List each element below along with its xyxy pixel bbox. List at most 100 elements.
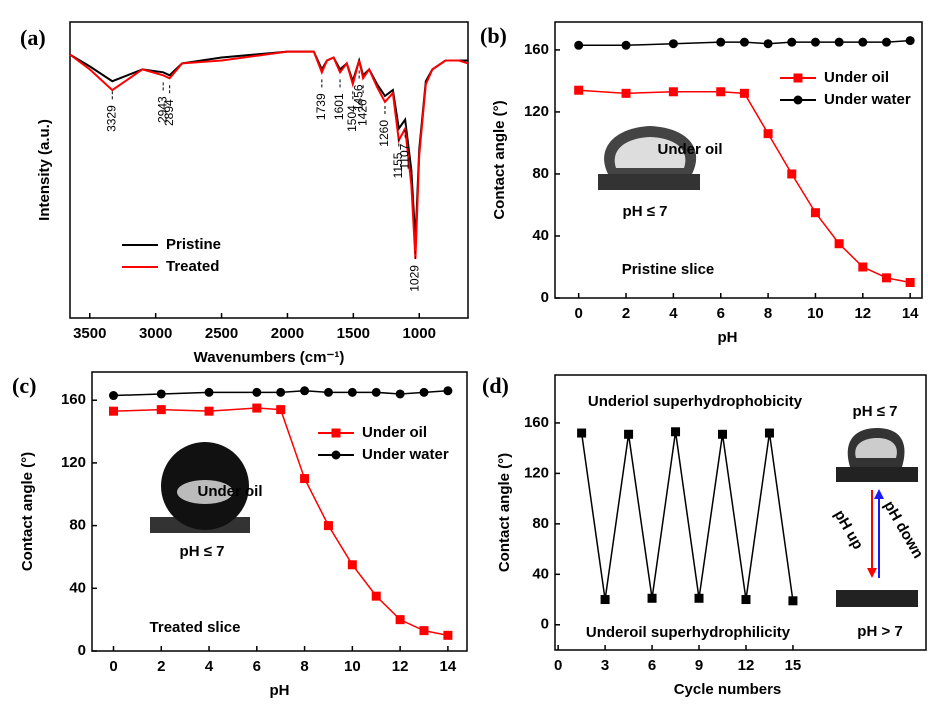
marker	[574, 40, 584, 50]
series-line	[580, 431, 794, 601]
marker	[694, 593, 704, 603]
x-tick-label: 2000	[271, 325, 304, 342]
y-tick-label: 0	[78, 642, 86, 659]
y-tick-label: 0	[541, 289, 549, 306]
marker	[624, 429, 634, 439]
x-tick-label: 8	[300, 658, 308, 675]
x-tick-label: 3	[601, 657, 609, 674]
annotation: Underoil superhydrophilicity	[586, 624, 791, 641]
droplet-image	[150, 442, 250, 533]
marker	[763, 129, 773, 139]
marker	[881, 37, 891, 47]
y-tick-label: 120	[524, 464, 549, 481]
marker	[834, 239, 844, 249]
annotation: pH up	[830, 507, 866, 552]
peak-label: 3329	[104, 105, 118, 132]
y-axis-label: Intensity (a.u.)	[36, 119, 53, 221]
marker	[763, 39, 773, 49]
marker	[647, 593, 657, 603]
peak-label: 2943	[155, 96, 169, 123]
x-tick-label: 8	[764, 305, 772, 322]
peak-label: 2894	[162, 99, 176, 126]
panel-label: (c)	[12, 373, 36, 398]
x-tick-label: 1000	[403, 325, 436, 342]
y-tick-label: 40	[532, 227, 549, 244]
panel-label: (a)	[20, 25, 46, 50]
panel-label: (d)	[482, 373, 509, 398]
marker	[323, 387, 333, 397]
marker	[577, 428, 587, 438]
peak-label: 1739	[314, 93, 328, 120]
x-tick-label: 3500	[73, 325, 106, 342]
x-tick-label: 6	[717, 305, 725, 322]
series-line	[69, 50, 469, 259]
plot-frame	[554, 21, 923, 299]
peak-label: 1260	[377, 120, 391, 147]
peak-label: 1601	[332, 93, 346, 120]
peak-label: 1426	[355, 99, 369, 126]
marker	[905, 36, 915, 46]
plot-frame	[69, 21, 469, 319]
marker	[300, 474, 310, 484]
legend-marker	[793, 95, 803, 105]
marker	[600, 595, 610, 605]
marker	[764, 428, 774, 438]
peak-label: 1504	[345, 105, 359, 132]
x-tick-label: 4	[669, 305, 678, 322]
marker	[741, 595, 751, 605]
marker	[739, 88, 749, 98]
marker	[858, 262, 868, 272]
legend-label: Under water	[824, 91, 911, 108]
marker	[371, 387, 381, 397]
x-tick-label: 10	[807, 305, 824, 322]
marker	[671, 427, 681, 437]
annotation: Underiol superhydrophobicity	[588, 393, 803, 410]
marker	[810, 37, 820, 47]
marker	[787, 169, 797, 179]
y-tick-label: 0	[541, 616, 549, 633]
peak-label: 1107	[397, 143, 411, 169]
droplet-image	[836, 428, 918, 607]
marker	[787, 37, 797, 47]
x-tick-label: 0	[109, 658, 117, 675]
marker	[204, 406, 214, 416]
x-tick-label: 12	[392, 658, 409, 675]
annotation: Under oil	[657, 141, 722, 158]
legend-label: Treated	[166, 258, 219, 275]
marker	[881, 273, 891, 283]
annotation: pH ≤ 7	[853, 403, 898, 420]
annotation: Under oil	[197, 483, 262, 500]
x-tick-label: 15	[785, 657, 802, 674]
marker	[371, 591, 381, 601]
y-axis-label: Contact angle (°)	[19, 452, 36, 571]
y-tick-label: 80	[69, 517, 86, 534]
marker	[621, 40, 631, 50]
marker	[347, 560, 357, 570]
x-tick-label: 4	[205, 658, 214, 675]
y-axis-label: Contact angle (°)	[496, 453, 513, 572]
y-tick-label: 40	[532, 565, 549, 582]
marker	[717, 429, 727, 439]
marker	[419, 387, 429, 397]
y-tick-label: 160	[524, 41, 549, 58]
marker	[834, 37, 844, 47]
marker	[443, 630, 453, 640]
x-tick-label: 12	[854, 305, 871, 322]
annotation: pH > 7	[857, 623, 902, 640]
annotation: Treated slice	[150, 619, 241, 636]
x-axis-label: Wavenumbers (cm⁻¹)	[194, 349, 345, 366]
y-tick-label: 80	[532, 165, 549, 182]
marker	[810, 208, 820, 218]
marker	[347, 387, 357, 397]
panel-label: (b)	[480, 23, 507, 48]
y-tick-label: 120	[524, 103, 549, 120]
marker	[419, 626, 429, 636]
legend-label: Under oil	[362, 424, 427, 441]
marker	[905, 277, 915, 287]
legend-marker	[331, 428, 341, 438]
peak-label: 1029	[408, 265, 422, 292]
x-tick-label: 1500	[337, 325, 370, 342]
annotation: pH ≤ 7	[623, 203, 668, 220]
x-tick-label: 2	[157, 658, 165, 675]
